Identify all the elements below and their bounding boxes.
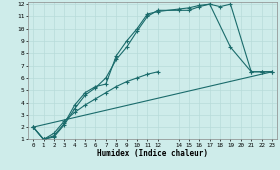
X-axis label: Humidex (Indice chaleur): Humidex (Indice chaleur) [97, 149, 208, 158]
